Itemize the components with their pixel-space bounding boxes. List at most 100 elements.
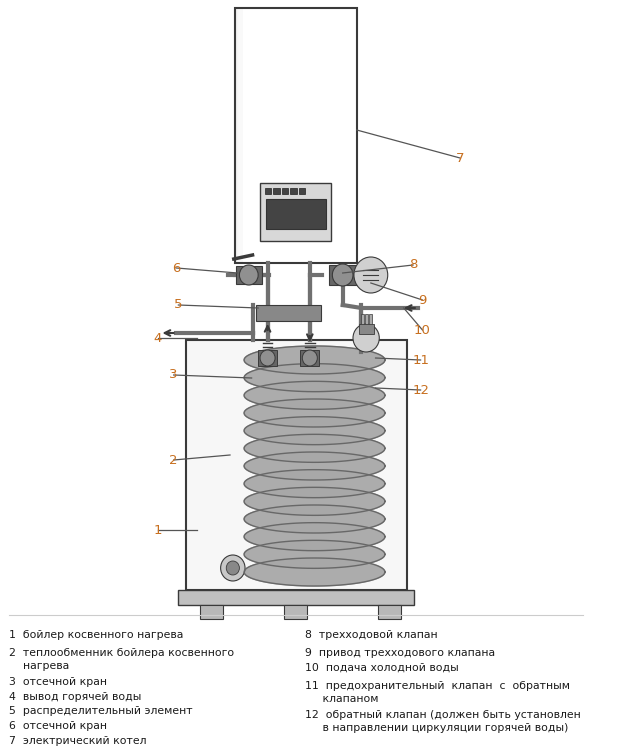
Bar bbox=[265, 188, 271, 194]
Bar bbox=[285, 605, 307, 619]
Polygon shape bbox=[244, 505, 385, 533]
Bar bbox=[236, 8, 240, 263]
Text: 4: 4 bbox=[153, 331, 162, 345]
Bar bbox=[239, 8, 243, 263]
Text: 1: 1 bbox=[153, 523, 162, 536]
Bar bbox=[298, 188, 305, 194]
Bar bbox=[239, 8, 243, 263]
Circle shape bbox=[227, 561, 239, 575]
Text: 1  бойлер косвенного нагрева: 1 бойлер косвенного нагрева bbox=[9, 630, 184, 640]
Text: клапаном: клапаном bbox=[305, 694, 379, 704]
Bar bbox=[235, 8, 240, 263]
Text: 9  привод трехходового клапана: 9 привод трехходового клапана bbox=[305, 648, 495, 658]
Bar bbox=[235, 8, 240, 263]
Bar bbox=[239, 8, 243, 263]
Bar bbox=[200, 605, 223, 619]
Polygon shape bbox=[244, 469, 385, 498]
Text: в направлении циркуляции горячей воды): в направлении циркуляции горячей воды) bbox=[305, 723, 569, 733]
Text: 6: 6 bbox=[172, 261, 180, 275]
Bar bbox=[281, 188, 288, 194]
Bar bbox=[235, 8, 240, 263]
Bar bbox=[237, 8, 242, 263]
Text: нагрева: нагрева bbox=[9, 661, 69, 671]
Text: 12: 12 bbox=[412, 384, 429, 397]
Polygon shape bbox=[244, 346, 385, 374]
Text: 12  обратный клапан (должен быть установлен: 12 обратный клапан (должен быть установл… bbox=[305, 710, 581, 720]
Bar bbox=[365, 314, 368, 324]
Bar bbox=[362, 314, 364, 324]
Bar bbox=[235, 266, 262, 284]
Text: 7: 7 bbox=[456, 152, 464, 164]
Polygon shape bbox=[244, 523, 385, 550]
Bar bbox=[273, 188, 280, 194]
Text: 10: 10 bbox=[414, 324, 431, 336]
Circle shape bbox=[302, 350, 317, 366]
Polygon shape bbox=[244, 417, 385, 445]
Text: 9: 9 bbox=[418, 294, 427, 306]
Polygon shape bbox=[244, 363, 385, 392]
Text: 4  вывод горячей воды: 4 вывод горячей воды bbox=[9, 692, 142, 702]
Text: 8  трехходовой клапан: 8 трехходовой клапан bbox=[305, 630, 438, 640]
Bar bbox=[379, 605, 401, 619]
Bar bbox=[238, 8, 243, 263]
Circle shape bbox=[239, 265, 258, 285]
Bar bbox=[238, 8, 242, 263]
Circle shape bbox=[333, 264, 353, 286]
Text: 2  теплообменник бойлера косвенного: 2 теплообменник бойлера косвенного bbox=[9, 648, 235, 658]
Polygon shape bbox=[244, 558, 385, 586]
Polygon shape bbox=[244, 399, 385, 427]
Bar bbox=[237, 8, 241, 263]
Bar bbox=[236, 8, 241, 263]
Polygon shape bbox=[244, 540, 385, 569]
Bar bbox=[290, 188, 297, 194]
Bar bbox=[237, 8, 241, 263]
Text: 10  подача холодной воды: 10 подача холодной воды bbox=[305, 663, 459, 673]
Bar bbox=[237, 8, 242, 263]
Bar bbox=[237, 8, 242, 263]
Text: 11  предохранительный  клапан  с  обратным: 11 предохранительный клапан с обратным bbox=[305, 681, 570, 691]
Bar bbox=[186, 340, 406, 590]
Bar bbox=[239, 8, 243, 263]
Text: 6  отсечной кран: 6 отсечной кран bbox=[9, 721, 107, 731]
Bar bbox=[238, 8, 242, 263]
Bar bbox=[258, 350, 277, 366]
Text: 7  электрический котел: 7 электрический котел bbox=[9, 736, 147, 746]
Bar bbox=[235, 8, 239, 263]
Circle shape bbox=[260, 350, 275, 366]
Polygon shape bbox=[244, 487, 385, 515]
Bar bbox=[235, 8, 240, 263]
Polygon shape bbox=[244, 452, 385, 480]
Text: 8: 8 bbox=[409, 258, 417, 272]
Circle shape bbox=[354, 257, 387, 293]
Polygon shape bbox=[244, 382, 385, 409]
Bar bbox=[179, 590, 414, 605]
Bar bbox=[237, 8, 242, 263]
Bar bbox=[236, 8, 240, 263]
Bar bbox=[256, 305, 321, 321]
Bar bbox=[237, 8, 242, 263]
Text: 5: 5 bbox=[174, 298, 182, 312]
Bar bbox=[235, 8, 239, 263]
Bar bbox=[238, 8, 242, 263]
Bar bbox=[235, 8, 240, 263]
Polygon shape bbox=[244, 434, 385, 463]
Bar bbox=[260, 183, 331, 241]
Bar bbox=[236, 8, 240, 263]
Bar bbox=[358, 324, 374, 334]
Text: 3  отсечной кран: 3 отсечной кран bbox=[9, 677, 107, 687]
Bar bbox=[266, 199, 326, 229]
Bar bbox=[235, 8, 357, 263]
Text: 2: 2 bbox=[170, 454, 178, 466]
Text: 11: 11 bbox=[412, 354, 429, 366]
Bar bbox=[237, 8, 242, 263]
Text: 3: 3 bbox=[170, 369, 178, 382]
Circle shape bbox=[221, 555, 245, 581]
Bar bbox=[329, 265, 357, 285]
Bar bbox=[237, 8, 241, 263]
Text: 5  распределительный элемент: 5 распределительный элемент bbox=[9, 706, 193, 716]
Bar bbox=[369, 314, 372, 324]
Bar bbox=[235, 8, 240, 263]
Circle shape bbox=[353, 324, 379, 352]
Bar bbox=[237, 8, 241, 263]
Bar bbox=[300, 350, 319, 366]
